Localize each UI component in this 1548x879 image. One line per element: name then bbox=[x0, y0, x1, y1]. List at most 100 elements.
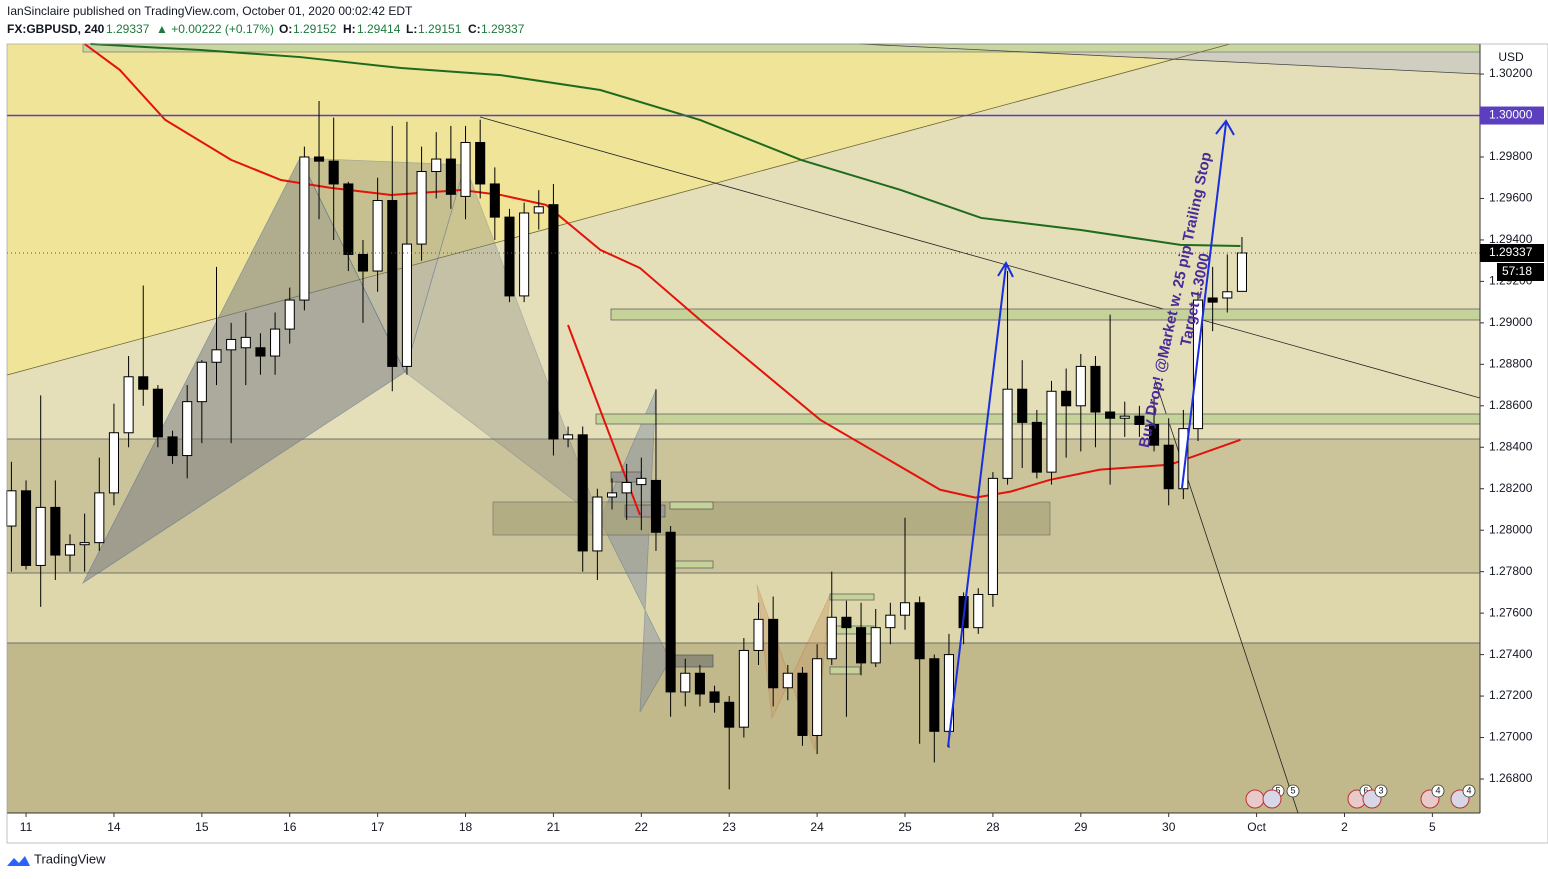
candle-body bbox=[680, 672, 691, 693]
candle-body bbox=[445, 158, 456, 195]
candle-body bbox=[870, 627, 881, 664]
candle-body bbox=[255, 347, 266, 357]
candle-body bbox=[270, 328, 281, 357]
last-price-tag bbox=[1480, 243, 1544, 262]
y-tick-label: 1.29600 bbox=[1489, 191, 1533, 205]
x-axis-bg bbox=[7, 813, 1548, 843]
price-level-label: 1.30000 bbox=[1489, 108, 1533, 122]
candle-body bbox=[724, 701, 735, 728]
event-count: 5 bbox=[1275, 785, 1280, 795]
x-tick-label: 14 bbox=[107, 820, 121, 834]
candle-body bbox=[460, 141, 471, 197]
header-symbol: FX:GBPUSD, 240 bbox=[7, 22, 105, 36]
candle-body bbox=[812, 658, 823, 736]
candle-body bbox=[1061, 390, 1072, 407]
candle-body bbox=[899, 602, 911, 616]
x-tick-label: 24 bbox=[810, 820, 824, 834]
header-c: 1.29337 bbox=[481, 22, 525, 36]
x-tick-label: 23 bbox=[723, 820, 737, 834]
y-tick-label: 1.28000 bbox=[1489, 522, 1533, 536]
x-tick-label: 11 bbox=[20, 820, 33, 834]
candle-body bbox=[240, 336, 251, 349]
y-tick-label: 1.28400 bbox=[1489, 439, 1533, 453]
y-tick-label: 1.28200 bbox=[1489, 481, 1533, 495]
candle-body bbox=[1192, 299, 1204, 430]
y-tick-label: 1.28800 bbox=[1489, 357, 1533, 371]
y-tick-label: 1.27400 bbox=[1489, 647, 1533, 661]
arrow-head bbox=[997, 260, 1014, 278]
candle-body bbox=[226, 338, 237, 351]
candle-body bbox=[1075, 365, 1086, 407]
candle-body bbox=[929, 658, 940, 732]
candle-body bbox=[372, 200, 383, 272]
y-axis-bg bbox=[1480, 44, 1548, 814]
x-tick-label: 28 bbox=[986, 820, 1000, 834]
x-tick-label: Oct bbox=[1247, 820, 1266, 834]
small-box bbox=[669, 654, 714, 668]
candle-body bbox=[211, 349, 222, 363]
candle-body bbox=[328, 160, 339, 185]
candle-body bbox=[1149, 423, 1160, 446]
event-count-bg bbox=[1286, 784, 1300, 798]
event-count: 4 bbox=[1466, 785, 1471, 795]
event-flag bbox=[1262, 789, 1282, 809]
trend-line bbox=[479, 116, 1481, 399]
candle-body bbox=[108, 432, 119, 494]
candle-body bbox=[782, 672, 793, 689]
candle-body bbox=[167, 436, 178, 457]
event-count-bg bbox=[1374, 784, 1388, 798]
candle-body bbox=[196, 361, 207, 403]
countdown: 57:18 bbox=[1502, 264, 1532, 278]
header-last: 1.29337 bbox=[106, 22, 150, 36]
candle-body bbox=[797, 672, 808, 736]
candle-body bbox=[621, 482, 632, 494]
candle-body bbox=[1017, 388, 1028, 423]
support-box bbox=[610, 308, 1481, 321]
logo: TradingView bbox=[7, 851, 106, 866]
candle-body bbox=[1090, 365, 1101, 413]
candle-body bbox=[548, 204, 559, 440]
candle-body bbox=[1163, 444, 1174, 490]
trend-line bbox=[859, 43, 1481, 75]
y-tick-label: 1.27200 bbox=[1489, 688, 1533, 702]
arrow bbox=[947, 264, 1007, 748]
y-tick-label: 1.26800 bbox=[1489, 771, 1533, 785]
y-tick-label: 1.29400 bbox=[1489, 232, 1533, 246]
header-title: IanSinclaire published on TradingView.co… bbox=[7, 4, 413, 18]
price-level-tag bbox=[1480, 106, 1544, 125]
small-box bbox=[669, 560, 714, 569]
candle-body bbox=[577, 434, 588, 552]
footer-brand: TradingView bbox=[34, 851, 106, 866]
candle-body bbox=[357, 253, 369, 272]
candle-body bbox=[841, 616, 852, 629]
candle-body bbox=[1207, 297, 1218, 303]
demand-box bbox=[492, 501, 1051, 536]
candle-body bbox=[343, 183, 354, 255]
candle-body bbox=[856, 627, 867, 664]
candle-body bbox=[489, 183, 500, 218]
harmonic-pattern bbox=[599, 389, 671, 713]
x-tick-label: 18 bbox=[459, 820, 473, 834]
y-tick-label: 1.27800 bbox=[1489, 564, 1533, 578]
logo-icon bbox=[7, 856, 30, 866]
candle-body bbox=[284, 299, 295, 330]
x-tick-label: 5 bbox=[1429, 820, 1436, 834]
candle-body bbox=[1236, 252, 1247, 292]
x-tick-label: 30 bbox=[1162, 820, 1176, 834]
candle-body bbox=[35, 506, 46, 566]
small-box bbox=[669, 501, 714, 510]
zone-light bbox=[7, 573, 1480, 643]
candle-body bbox=[50, 506, 61, 556]
candle-body bbox=[182, 401, 193, 457]
candle-body bbox=[94, 492, 105, 544]
x-tick-label: 15 bbox=[195, 820, 209, 834]
candle-body bbox=[987, 477, 998, 595]
last-price-label: 1.29337 bbox=[1489, 245, 1533, 259]
header-l-label: L: bbox=[406, 22, 417, 36]
candle-body bbox=[826, 616, 837, 660]
header-o: 1.29152 bbox=[293, 22, 337, 36]
small-box bbox=[829, 593, 875, 601]
event-count: 6 bbox=[1363, 785, 1368, 795]
arrow-head bbox=[1215, 119, 1235, 136]
candle-body bbox=[79, 542, 90, 546]
